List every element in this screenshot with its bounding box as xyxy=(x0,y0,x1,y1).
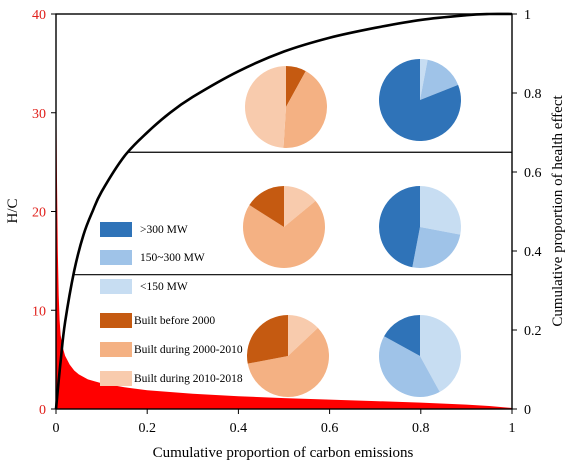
pie-slice-built-during-2010-2018 xyxy=(244,65,286,148)
legend: >300 MW 150~300 MW <150 MW Built before 200… xyxy=(100,222,243,386)
pie-slice-built-before-2000 xyxy=(249,185,284,227)
pie-slice-built-during-2000-2010 xyxy=(242,200,325,269)
pie-slice-built-during-2010-2018 xyxy=(284,186,316,227)
y-left-tick-label: 40 xyxy=(32,8,46,23)
pie-slice-150-300-mw xyxy=(412,227,461,268)
x-tick-label: 0.2 xyxy=(138,421,156,436)
y-axis-left-title: H/C xyxy=(5,198,21,223)
pie-slice--150-mw xyxy=(420,315,462,392)
legend-label-2: 150~300 MW xyxy=(140,252,205,264)
pie-slice-built-during-2010-2018 xyxy=(288,315,318,356)
y-right-tick-label: 0.4 xyxy=(524,245,542,260)
pie-slice-150-300-mw xyxy=(378,336,440,398)
y-right-tick-label: 0.2 xyxy=(524,324,542,339)
pie-middle-capacity xyxy=(379,186,461,268)
y-left-tick-label: 0 xyxy=(39,403,46,418)
pie-top-build-year xyxy=(244,65,328,149)
y-right-tick-label: 0.6 xyxy=(524,166,542,181)
pie-slice-built-before-2000 xyxy=(286,66,306,107)
pie-slice-built-before-2000 xyxy=(247,315,288,364)
legend-label-5: Built during 2000-2010 xyxy=(134,344,243,356)
x-tick-label: 0.6 xyxy=(321,421,339,436)
y-right-tick-label: 0.8 xyxy=(524,87,542,102)
legend-swatch-3 xyxy=(100,279,132,294)
legend-label-6: Built during 2010-2018 xyxy=(134,373,243,385)
pie-slice--300-mw xyxy=(384,315,420,356)
x-tick-label: 0 xyxy=(53,421,60,436)
pie-slice-150-300-mw xyxy=(420,59,459,100)
pie-slice--300-mw xyxy=(378,58,461,141)
pie-slice--150-mw xyxy=(420,59,428,100)
x-tick-label: 0.8 xyxy=(412,421,430,436)
legend-swatch-6 xyxy=(100,371,132,386)
pie-bottom-build-year xyxy=(247,315,330,397)
y-axis-right-title: Cumulative proportion of health effect xyxy=(550,95,566,327)
pie-slice-built-during-2000-2010 xyxy=(283,71,328,149)
legend-swatch-5 xyxy=(100,342,132,357)
pie-middle-build-year xyxy=(242,185,325,269)
pie-slice--300-mw xyxy=(379,186,420,268)
cumulative-curve xyxy=(54,12,513,410)
legend-swatch-2 xyxy=(100,250,132,265)
pie-charts-layer xyxy=(242,58,462,398)
legend-label-4: Built before 2000 xyxy=(134,315,215,327)
y-right-tick-label: 1 xyxy=(524,8,531,23)
pie-slice--150-mw xyxy=(420,186,461,235)
cumulative-curve-layer xyxy=(54,12,513,410)
legend-swatch-1 xyxy=(100,222,132,237)
x-tick-label: 0.4 xyxy=(230,421,248,436)
x-axis-title: Cumulative proportion of carbon emission… xyxy=(153,445,414,461)
pie-bottom-capacity xyxy=(378,315,462,398)
threshold-lines-layer xyxy=(73,151,512,276)
legend-swatch-4 xyxy=(100,313,132,328)
legend-label-3: <150 MW xyxy=(140,281,188,293)
pie-top-capacity xyxy=(378,58,461,141)
pie-slice-built-during-2000-2010 xyxy=(247,327,330,397)
y-left-tick-label: 30 xyxy=(32,107,46,122)
y-left-tick-label: 10 xyxy=(32,304,46,319)
x-tick-label: 1 xyxy=(509,421,516,436)
legend-label-1: >300 MW xyxy=(140,224,188,236)
y-left-tick-label: 20 xyxy=(32,206,46,221)
y-right-tick-label: 0 xyxy=(524,403,531,418)
